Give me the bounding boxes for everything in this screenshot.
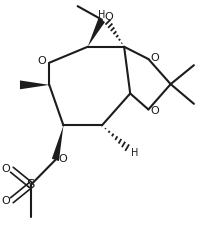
Text: O: O [150, 53, 158, 63]
Text: H: H [130, 148, 137, 158]
Polygon shape [52, 125, 63, 161]
Text: O: O [58, 154, 67, 164]
Text: O: O [37, 57, 46, 66]
Text: O: O [1, 164, 10, 173]
Polygon shape [87, 17, 104, 47]
Polygon shape [20, 80, 49, 89]
Text: H: H [98, 10, 105, 20]
Text: O: O [103, 12, 112, 22]
Text: O: O [150, 106, 158, 116]
Text: S: S [26, 179, 35, 191]
Text: O: O [1, 197, 10, 206]
